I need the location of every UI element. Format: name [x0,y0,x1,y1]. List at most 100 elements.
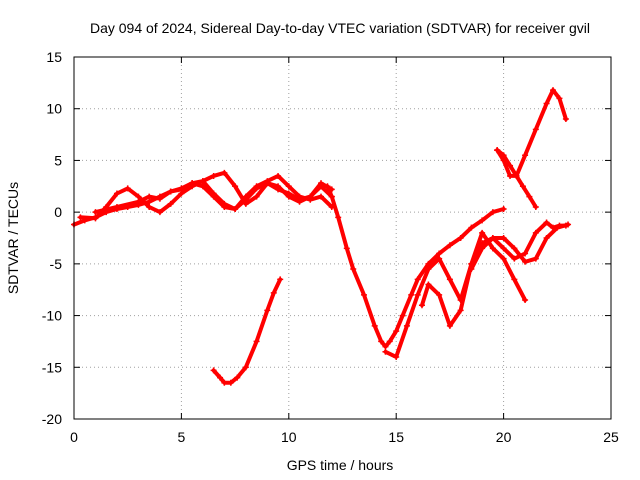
data-point [382,343,389,350]
data-point [425,266,432,273]
data-point [489,245,496,252]
data-point [543,219,550,226]
data-point [146,193,153,200]
data-point [146,198,153,205]
data-point [285,183,292,190]
data-point [457,235,464,241]
data-point [167,188,174,195]
data-point [318,180,325,187]
data-point [382,348,389,355]
data-point [253,338,260,345]
data-point [522,258,529,265]
data-point [532,255,539,262]
data-point [436,255,443,262]
data-point [210,367,217,374]
data-point [275,172,282,179]
data-point [210,190,217,197]
series-points-3 [92,178,335,216]
data-point [425,260,432,267]
data-point [532,126,539,133]
data-point [403,322,410,329]
data-point [532,203,539,210]
data-point [556,95,563,102]
data-point [264,180,271,187]
x-tick-label: 10 [281,429,297,445]
data-point [264,307,271,314]
data-point [414,276,421,283]
data-point [446,242,453,249]
y-tick-label: -15 [42,359,62,375]
data-point [500,255,507,262]
data-point [468,224,475,231]
series-points-4 [210,276,284,386]
data-point [494,147,501,154]
data-point [232,183,239,190]
x-axis-label: GPS time / hours [287,457,394,473]
series-line-4 [211,277,283,385]
data-point [386,338,393,345]
y-tick-label: 5 [54,152,62,168]
data-point [543,100,550,107]
data-point [468,266,475,273]
data-point [436,250,443,257]
data-point [532,229,539,236]
data-point [77,214,84,221]
data-point [328,193,335,200]
x-tick-label: 0 [70,429,78,445]
series-points-10 [494,147,539,210]
data-point [457,307,464,314]
data-point [156,195,163,202]
data-point [522,152,529,159]
x-tick-label: 25 [603,429,619,445]
series-line-7 [420,230,528,328]
series-line-2 [78,170,334,221]
data-point [378,338,385,345]
data-point [414,291,421,298]
y-tick-label: 15 [46,49,62,65]
data-point [350,266,357,273]
series-line-9 [495,88,568,178]
ticks [73,56,612,420]
data-point [550,87,557,94]
series-line-5 [325,184,506,349]
x-tick-label: 20 [496,429,512,445]
data-point [167,200,174,207]
data-point [343,245,350,252]
data-point [513,172,520,179]
data-point [446,276,453,283]
data-point [221,379,228,386]
data-point [489,235,496,241]
x-tick-label: 15 [388,429,404,445]
data-point [543,235,550,241]
data-point [360,291,367,298]
data-point [500,235,507,241]
data-point [221,169,228,176]
data-point [522,297,529,304]
data-point [221,200,228,207]
data-point [178,186,185,193]
data-point [199,178,206,185]
data-point [92,215,99,222]
data-point [522,250,529,257]
data-point [232,206,239,213]
data-point [507,162,514,169]
data-point [436,291,443,298]
data-point [479,229,486,236]
data-point [511,276,518,283]
data-point [418,302,425,309]
data-point [479,217,486,224]
data-point [217,374,224,381]
data-point [526,193,533,200]
data-point [296,196,303,203]
x-tick-label: 5 [178,429,186,445]
data-point [242,364,249,371]
data-point [146,203,153,210]
data-point [113,203,120,210]
data-point [227,379,234,386]
data-point [393,328,400,335]
y-axis-label: SDTVAR / TECUs [5,182,21,294]
data-point [511,255,518,262]
data-point [479,245,486,252]
data-point [507,172,514,179]
